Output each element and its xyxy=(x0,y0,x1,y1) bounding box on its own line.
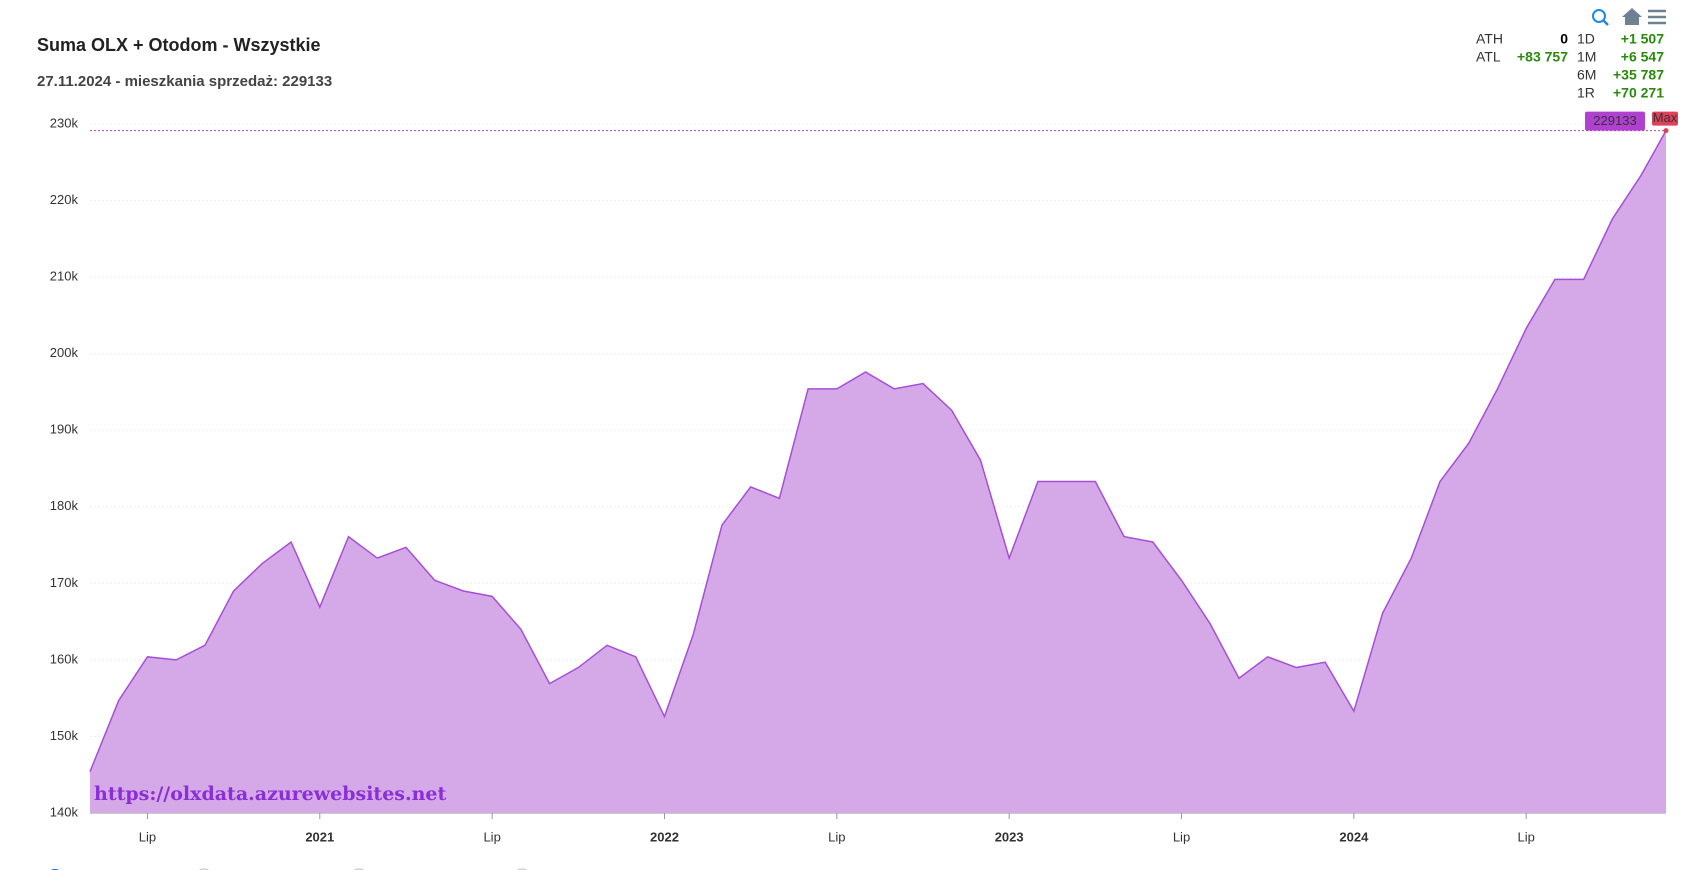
option[interactable] xyxy=(513,868,531,870)
y-tick-label: 210k xyxy=(50,269,79,284)
area xyxy=(90,130,1666,814)
max-flag-bg xyxy=(1652,111,1678,126)
y-tick-label: 220k xyxy=(50,192,79,207)
max-label: 229133 xyxy=(1593,113,1636,128)
x-tick-label: Lip xyxy=(139,829,156,844)
option[interactable] xyxy=(195,868,213,870)
home-icon[interactable] xyxy=(1622,8,1642,25)
stat: ATH xyxy=(1476,31,1503,47)
x-tick-label: Lip xyxy=(1518,829,1535,844)
x-tick-label: Lip xyxy=(828,829,845,844)
y-tick-label: 150k xyxy=(50,728,79,743)
watermark: https://olxdata.azurewebsites.net xyxy=(94,783,446,805)
x-tick-label: 2024 xyxy=(1339,829,1369,844)
y-tick-label: 230k xyxy=(50,115,79,130)
x-tick-label: Lip xyxy=(483,829,500,844)
stat: 1R xyxy=(1577,85,1595,101)
y-tick-label: 200k xyxy=(50,345,79,360)
x-tick-label: 2021 xyxy=(305,829,334,844)
x-tick-label: 2022 xyxy=(650,829,679,844)
max-label-bg xyxy=(1585,111,1645,131)
max-flag: Max xyxy=(1653,110,1678,125)
y-tick-label: 170k xyxy=(50,575,79,590)
stat: +1 507 xyxy=(1621,31,1664,47)
y-tick-label: 140k xyxy=(50,804,79,819)
stat: 1M xyxy=(1577,49,1596,65)
stat: +83 757 xyxy=(1517,49,1568,65)
stat: 6M xyxy=(1577,67,1596,83)
stat: +6 547 xyxy=(1621,49,1664,65)
stat: 0 xyxy=(1560,31,1568,47)
option[interactable] xyxy=(350,868,368,870)
y-tick-label: 180k xyxy=(50,498,79,513)
chart-title: Suma OLX + Otodom - Wszystkie xyxy=(37,35,321,55)
x-tick-label: 2023 xyxy=(995,829,1024,844)
max-point xyxy=(1663,128,1669,134)
y-tick-label: 190k xyxy=(50,422,79,437)
x-tick-label: Lip xyxy=(1173,829,1190,844)
stat: 1D xyxy=(1577,31,1595,47)
toolbar[interactable] xyxy=(1592,8,1666,26)
menu-icon[interactable] xyxy=(1648,9,1666,25)
zoom-icon[interactable] xyxy=(1592,9,1606,23)
stat: ATL xyxy=(1476,49,1501,65)
stat: +35 787 xyxy=(1613,67,1664,83)
line xyxy=(89,130,1667,772)
y-tick-label: 160k xyxy=(50,651,79,666)
stat: +70 271 xyxy=(1613,85,1664,101)
zoom-icon-handle xyxy=(1602,19,1609,26)
chart-subtitle: 27.11.2024 - mieszkania sprzedaż: 229133 xyxy=(37,73,332,90)
